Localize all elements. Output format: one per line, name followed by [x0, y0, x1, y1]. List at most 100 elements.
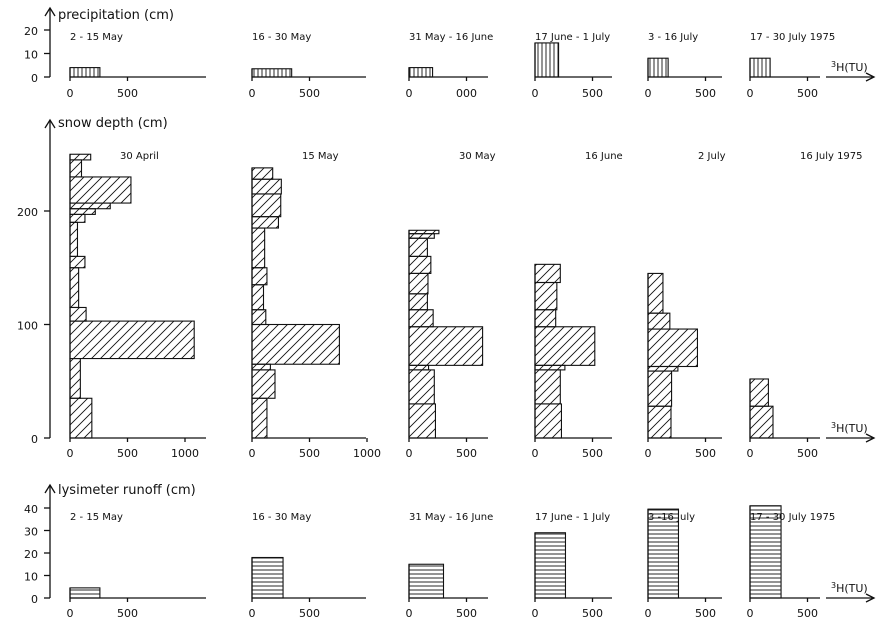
bar [408, 309, 434, 328]
x-tick-label: 500 [797, 87, 818, 100]
bar [534, 369, 561, 405]
x-tick-label: 0 [532, 607, 539, 619]
bar [69, 357, 81, 399]
x-axis-label: 3H(TU) [831, 60, 868, 75]
bar [749, 378, 769, 407]
bar [408, 364, 430, 371]
x-tick-label: 0 [249, 87, 256, 100]
bar [251, 363, 271, 371]
x-tick-label: 0 [532, 447, 539, 460]
bar [408, 563, 445, 599]
bar [251, 397, 268, 439]
panel-label: 3 -16 July [648, 512, 695, 523]
bar [69, 306, 87, 322]
x-tick-label: 500 [582, 607, 603, 619]
y-tick-label: 20 [24, 548, 38, 561]
bar [251, 323, 340, 365]
panel-label: 17 - 30 July 1975 [750, 512, 835, 523]
x-axis-label-sup: 3 [831, 60, 836, 69]
chart-title: precipitation (cm) [58, 8, 174, 23]
bar [251, 267, 268, 286]
x-tick-label: 1000 [171, 447, 199, 460]
bar [408, 272, 429, 295]
bar [69, 397, 93, 439]
y-tick-label: 0 [31, 593, 38, 606]
x-tick-label: 0 [249, 607, 256, 619]
x-tick-label: 500 [582, 447, 603, 460]
bar [251, 193, 282, 218]
bar [647, 365, 679, 372]
bar [69, 159, 83, 178]
bar [647, 405, 672, 439]
x-tick-label: 0 [645, 87, 652, 100]
bar [69, 153, 92, 161]
x-tick-label: 500 [582, 87, 603, 100]
x-tick-label: 500 [695, 447, 716, 460]
x-axis-arrow [865, 593, 876, 603]
x-axis-label: 3H(TU) [831, 421, 868, 436]
x-tick-label: 000 [456, 87, 477, 100]
bar [69, 267, 80, 309]
bar [69, 320, 195, 360]
x-axis-label-main: H(TU) [836, 582, 868, 595]
bar [251, 309, 267, 326]
x-tick-label: 500 [299, 607, 320, 619]
y-tick-label: 0 [31, 72, 38, 85]
bar [408, 369, 435, 405]
bar [69, 255, 86, 269]
panel-label: 3 - 16 July [648, 32, 698, 43]
panel-label: 2 - 15 May [70, 32, 123, 43]
chart-title: lysimeter runoff (cm) [58, 483, 196, 498]
panel-label: 30 April [120, 151, 159, 162]
x-tick-label: 500 [117, 87, 138, 100]
bar [251, 216, 280, 229]
x-tick-label: 0 [532, 87, 539, 100]
x-axis-arrow [865, 433, 876, 443]
bar [647, 312, 671, 330]
bar [251, 284, 265, 311]
bar [69, 202, 111, 210]
bar [534, 309, 557, 328]
bar [408, 233, 435, 239]
bar [647, 328, 699, 368]
bar [69, 208, 96, 215]
bar [534, 281, 558, 311]
bar [408, 293, 428, 311]
x-tick-label: 0 [747, 447, 754, 460]
bar [251, 227, 266, 269]
y-tick-label: 20 [24, 25, 38, 38]
bar [749, 505, 782, 599]
bar [408, 237, 428, 257]
bar [408, 67, 434, 78]
y-tick-label: 0 [31, 433, 38, 446]
x-tick-label: 0 [645, 607, 652, 619]
panel-label: 16 July 1975 [800, 151, 863, 162]
bar [647, 272, 664, 314]
y-axis-arrow [44, 483, 56, 494]
bar [534, 263, 561, 284]
bar [647, 57, 669, 78]
bar [69, 587, 101, 599]
bar [749, 405, 774, 439]
bar [251, 556, 284, 599]
y-axis-arrow [44, 118, 56, 129]
x-tick-label: 0 [645, 447, 652, 460]
bar [749, 57, 771, 78]
x-tick-label: 500 [456, 447, 477, 460]
bar [534, 403, 563, 439]
bar [251, 167, 274, 180]
x-tick-label: 0 [406, 607, 413, 619]
bar [251, 178, 282, 195]
y-tick-label: 100 [17, 320, 38, 333]
bar [69, 67, 101, 78]
bar [251, 68, 293, 78]
x-tick-label: 0 [747, 87, 754, 100]
panel-label: 16 June [585, 151, 623, 162]
y-tick-label: 40 [24, 503, 38, 516]
panel-label: 15 May [302, 151, 339, 162]
y-tick-label: 10 [24, 49, 38, 62]
panel-label: 17 June - 1 July [535, 32, 610, 43]
x-tick-label: 500 [797, 447, 818, 460]
x-tick-label: 500 [797, 607, 818, 619]
x-axis-label-main: H(TU) [836, 422, 868, 435]
